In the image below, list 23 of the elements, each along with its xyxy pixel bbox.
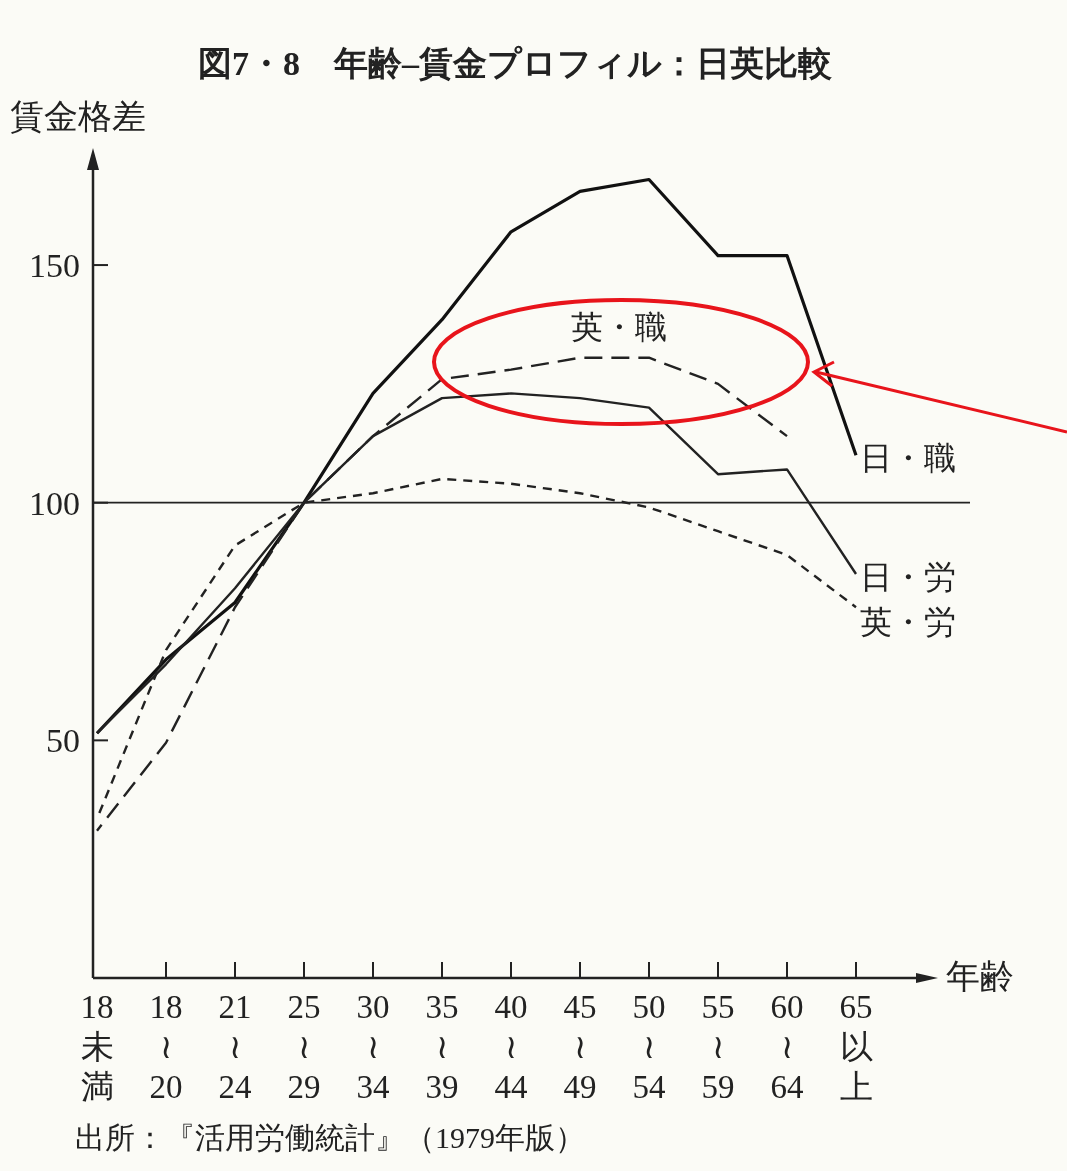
x-tick-label: 35≀39 xyxy=(425,989,459,1105)
series-label: 日・労 xyxy=(860,559,956,595)
x-tick-label: 65以上 xyxy=(839,989,873,1105)
x-tick-label: 18未満 xyxy=(80,989,114,1105)
series-label: 日・職 xyxy=(860,440,956,477)
x-tick-label: 40≀44 xyxy=(494,989,528,1105)
series-label: 英・労 xyxy=(860,604,956,641)
x-tick-label: 45≀49 xyxy=(563,989,597,1105)
x-axis-title: 年齢 xyxy=(946,958,1014,995)
y-tick-label: 100 xyxy=(29,484,80,522)
x-tick-label: 30≀34 xyxy=(356,989,390,1105)
x-tick-label: 21≀24 xyxy=(218,989,252,1105)
series-label: 英・職 xyxy=(571,308,667,345)
x-tick-label: 50≀54 xyxy=(632,989,666,1105)
y-tick-label: 150 xyxy=(29,247,80,285)
y-axis-title: 賃金格差 xyxy=(10,98,146,135)
x-tick-label: 18≀20 xyxy=(149,989,183,1105)
x-tick-label: 25≀29 xyxy=(287,989,321,1105)
y-tick-label: 50 xyxy=(46,722,80,760)
text: 出所：『活用労働統計』（1979年版） xyxy=(75,1121,585,1154)
x-tick-label: 60≀64 xyxy=(770,989,804,1105)
x-tick-label: 55≀59 xyxy=(701,989,735,1105)
chart-title: 図7・8 年齢–賃金プロフィル：日英比較 xyxy=(198,45,832,82)
